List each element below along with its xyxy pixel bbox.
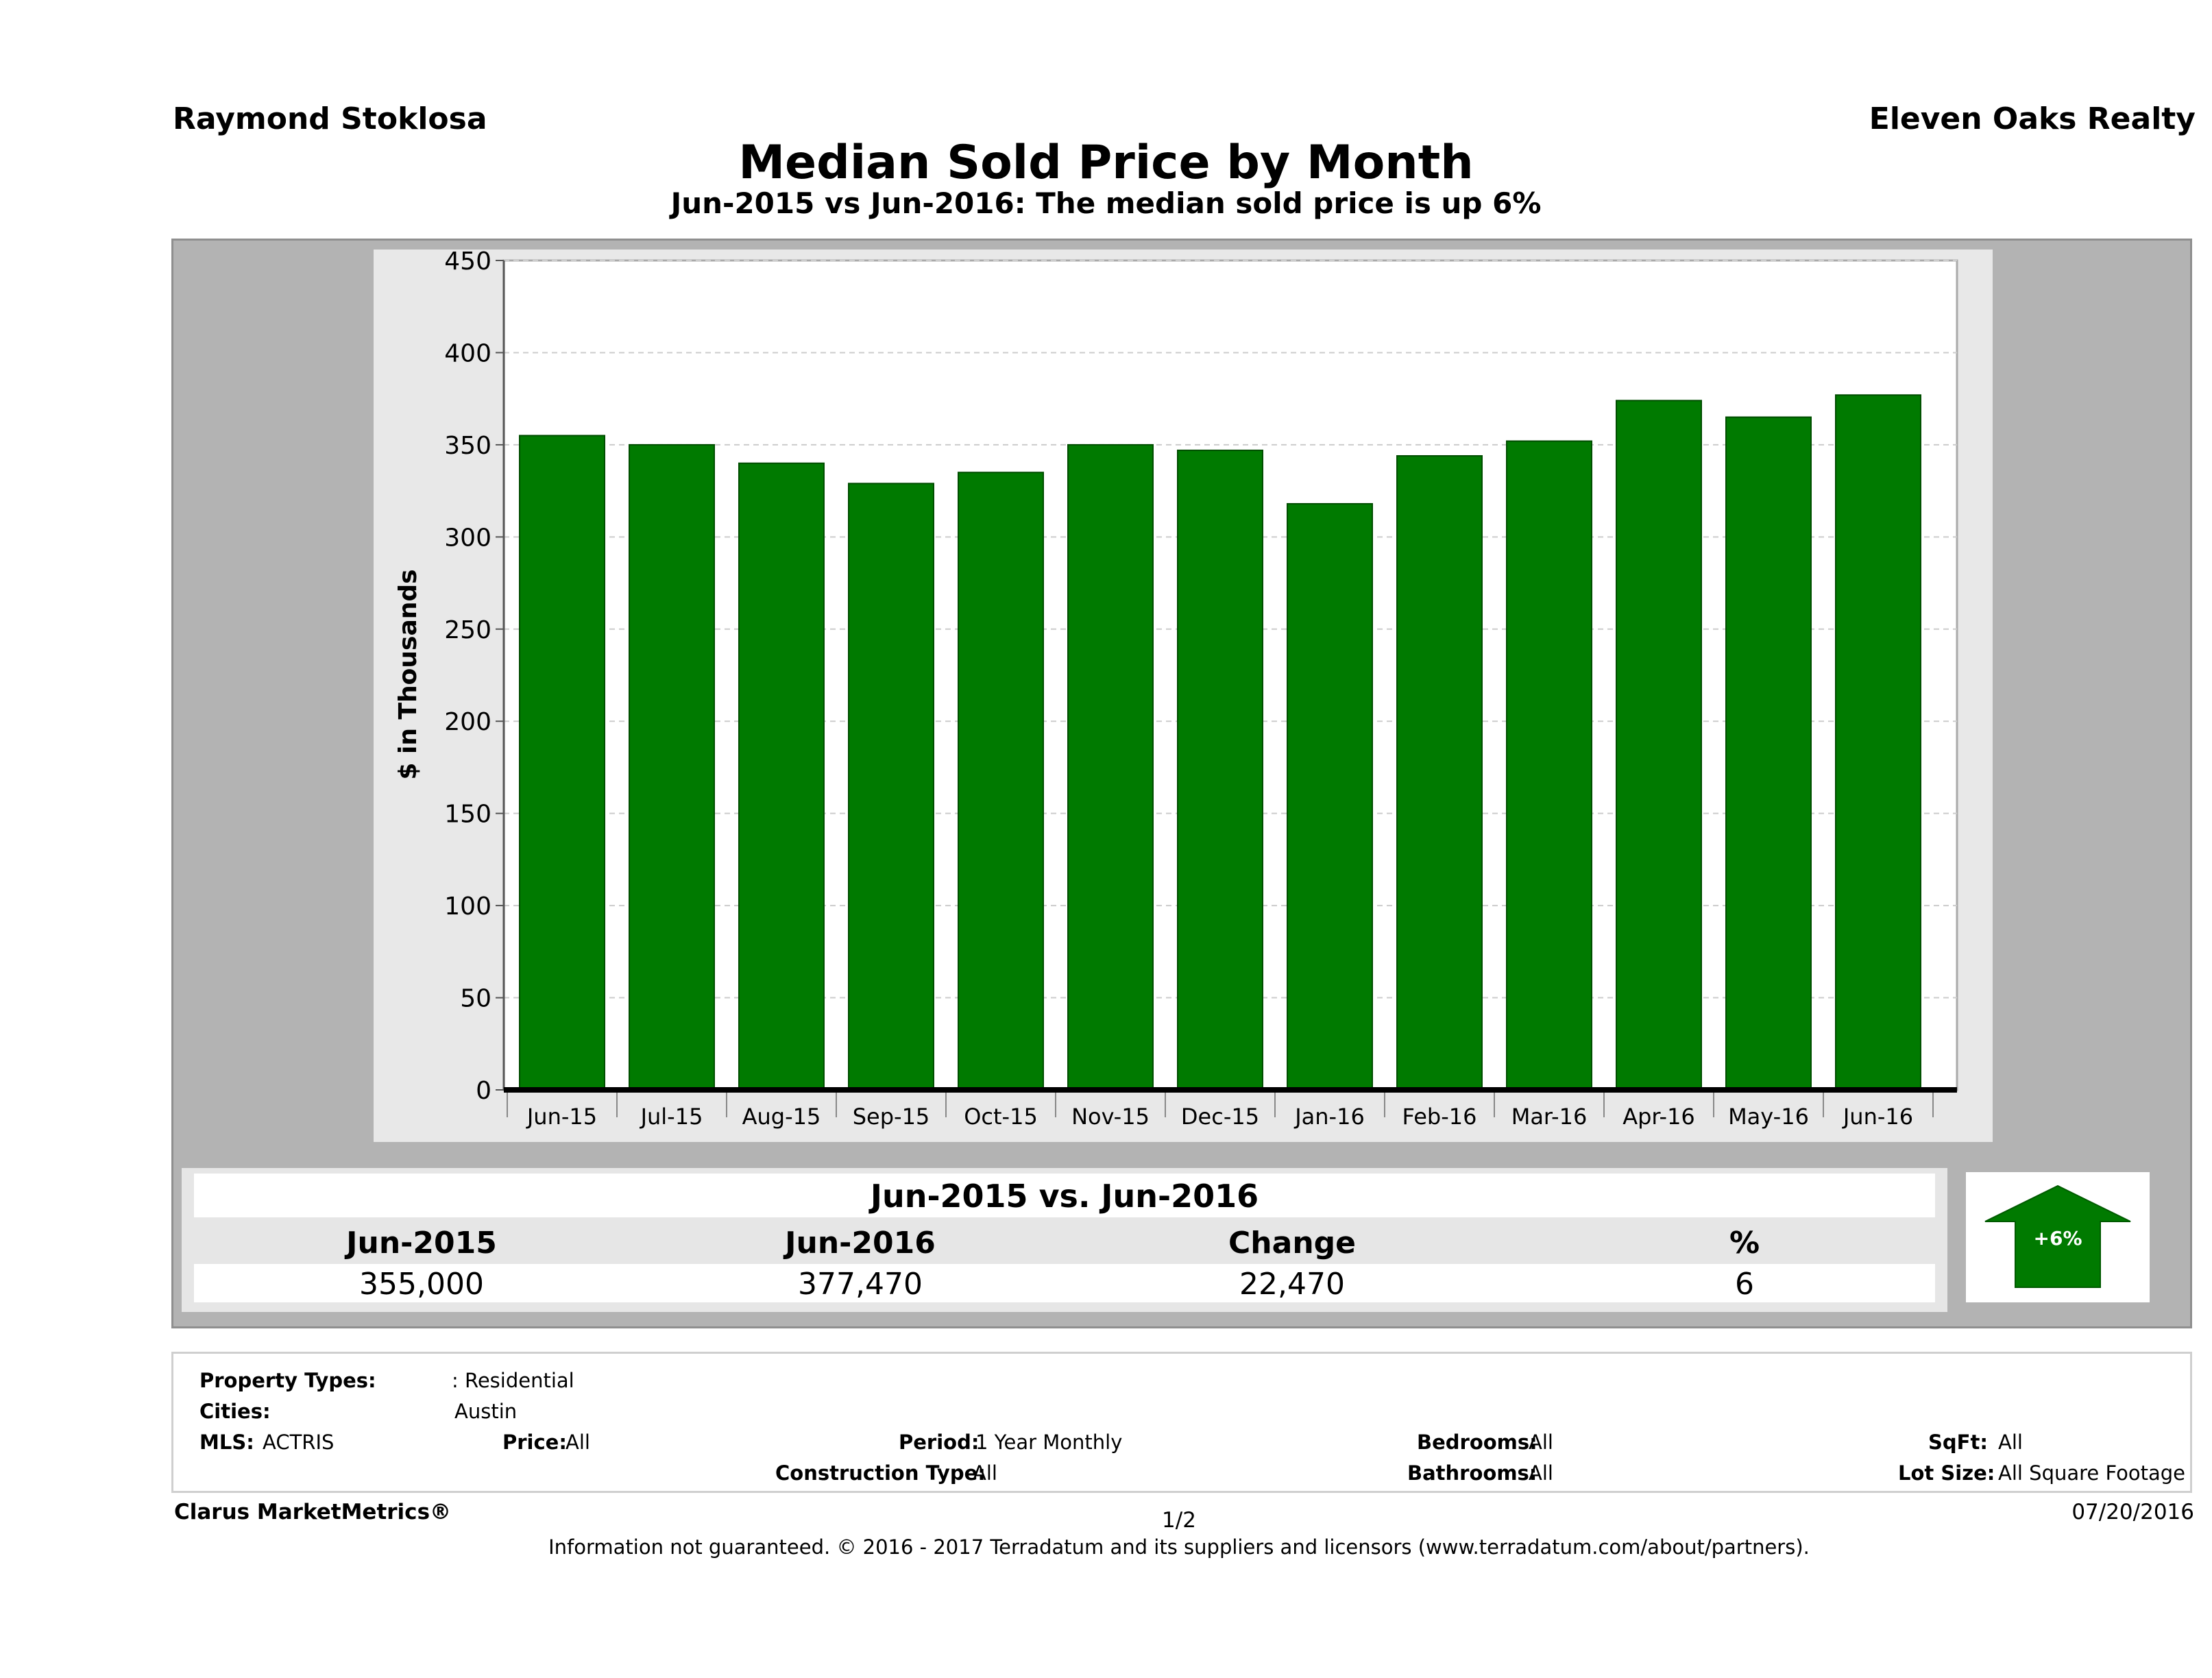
y-axis-label: $ in Thousands: [394, 569, 422, 779]
bar: [1287, 502, 1373, 1091]
x-tick-label: Feb-16: [1402, 1104, 1477, 1130]
bar: [1067, 443, 1154, 1091]
y-tick-label: 350: [444, 432, 491, 460]
x-tick-label: Oct-15: [964, 1104, 1038, 1130]
x-tick-label: Nov-15: [1071, 1104, 1150, 1130]
summary-heading-row: [194, 1174, 1935, 1217]
lot-size-value: All Square Footage: [1998, 1461, 2186, 1485]
chart-title: Median Sold Price by Month: [738, 136, 1474, 190]
filter-criteria: Property Types: : Residential Cities: Au…: [171, 1352, 2192, 1493]
mls-label: MLS:: [199, 1431, 254, 1454]
construction-type-value: All: [973, 1461, 997, 1485]
bar-chart: 0 50 100 150 200 250 300 350 400 450 Jun-15 Jul-15 A…: [394, 250, 1958, 1130]
property-types-value: : Residential: [452, 1369, 574, 1392]
y-tick-label: 0: [476, 1077, 491, 1105]
cities-value: Austin: [454, 1400, 518, 1423]
y-tick-label: 450: [444, 250, 491, 276]
property-types-label: Property Types:: [199, 1369, 376, 1392]
x-tick-label: Jan-16: [1293, 1104, 1365, 1130]
bedrooms-value: All: [1529, 1431, 1553, 1454]
y-tick-label: 250: [444, 616, 491, 644]
bar: [519, 435, 605, 1091]
summary-table: Jun-2015 vs. Jun-2016 Jun-2015 Jun-2016 …: [182, 1168, 1947, 1312]
brokerage-name: Eleven Oaks Realty: [1869, 101, 2196, 136]
bar: [1616, 400, 1702, 1091]
y-tick-label: 150: [444, 801, 491, 829]
disclaimer: Information not guaranteed. © 2016 - 201…: [548, 1535, 1810, 1559]
bar: [1725, 416, 1812, 1091]
y-tick-label: 100: [444, 892, 491, 921]
y-tick-label: 300: [444, 524, 491, 552]
x-tick-label: Aug-15: [742, 1104, 821, 1130]
summary-value: 355,000: [359, 1267, 484, 1302]
x-tick-label: Jun-15: [526, 1104, 597, 1130]
x-tick-label: Jun-16: [1842, 1104, 1913, 1130]
y-tick-label: 50: [460, 985, 491, 1013]
change-badge: +6%: [2034, 1227, 2082, 1250]
bar: [1177, 449, 1263, 1091]
x-tick-label: Dec-15: [1181, 1104, 1259, 1130]
bar: [1506, 440, 1592, 1091]
construction-type-label: Construction Type:: [775, 1461, 986, 1485]
bar: [958, 472, 1044, 1091]
y-tick-label: 200: [444, 708, 491, 736]
summary-value: 22,470: [1239, 1267, 1345, 1302]
mls-value: ACTRIS: [263, 1431, 335, 1454]
period-label: Period:: [899, 1431, 980, 1454]
sqft-label: SqFt:: [1928, 1431, 1988, 1454]
bar: [1396, 455, 1483, 1091]
period-value: 1 Year Monthly: [975, 1431, 1123, 1454]
agent-name: Raymond Stoklosa: [173, 101, 487, 136]
summary-col-label: Jun-2016: [785, 1226, 936, 1261]
bedrooms-label: Bedrooms:: [1417, 1431, 1538, 1454]
summary-value-row: [194, 1264, 1935, 1302]
price-label: Price:: [502, 1431, 567, 1454]
price-value: All: [566, 1431, 590, 1454]
bar: [629, 443, 715, 1091]
bar: [738, 462, 825, 1091]
lot-size-label: Lot Size:: [1898, 1461, 1995, 1485]
summary-col-label: Jun-2015: [346, 1226, 497, 1261]
y-tick-label: 400: [444, 339, 491, 367]
x-tick-label: Apr-16: [1622, 1104, 1695, 1130]
bathrooms-label: Bathrooms:: [1407, 1461, 1538, 1485]
x-tick-label: May-16: [1728, 1104, 1809, 1130]
change-indicator: +6%: [1966, 1172, 2150, 1302]
bathrooms-value: All: [1529, 1461, 1553, 1485]
x-tick-label: Sep-15: [853, 1104, 930, 1130]
bar: [848, 483, 934, 1091]
footer-brand: Clarus MarketMetrics®: [174, 1500, 452, 1524]
summary-value: 377,470: [798, 1267, 923, 1302]
page-number: 1/2: [1162, 1508, 1196, 1533]
summary-heading: Jun-2015 vs. Jun-2016: [870, 1178, 1259, 1215]
sqft-value: All: [1998, 1431, 2023, 1454]
summary-value: 6: [1735, 1267, 1754, 1302]
x-tick-label: Jul-15: [640, 1104, 703, 1130]
up-arrow-icon: +6%: [1984, 1184, 2131, 1288]
report-date: 07/20/2016: [2071, 1500, 2194, 1524]
summary-col-label: %: [1729, 1226, 1760, 1261]
bar: [1835, 394, 1921, 1091]
cities-label: Cities:: [199, 1400, 271, 1423]
x-tick-label: Mar-16: [1511, 1104, 1588, 1130]
chart-subtitle: Jun-2015 vs Jun-2016: The median sold pr…: [670, 186, 1542, 220]
summary-col-label: Change: [1228, 1226, 1356, 1261]
